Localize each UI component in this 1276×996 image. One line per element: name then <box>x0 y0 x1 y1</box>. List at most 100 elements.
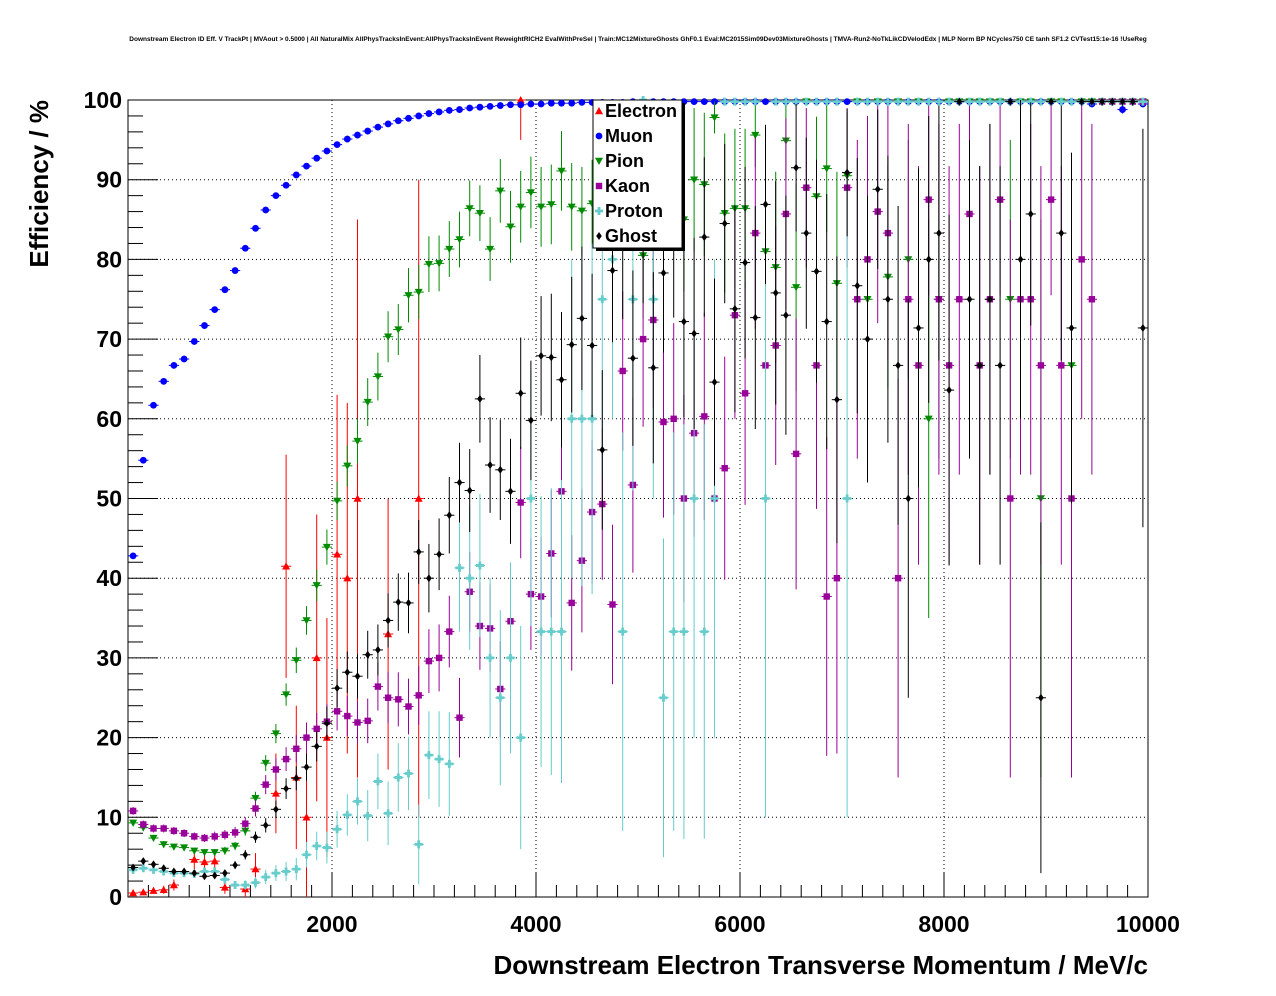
ghost-marker <box>150 860 157 869</box>
pion-point <box>434 235 445 292</box>
electron-marker <box>149 886 158 894</box>
ghost-point <box>1127 97 1138 106</box>
pion-point <box>413 264 424 320</box>
ghost-point <box>995 166 1006 565</box>
muon-point <box>515 101 526 109</box>
kaon-point <box>230 826 241 839</box>
pion-point <box>474 185 485 242</box>
pion-marker <box>312 582 321 590</box>
legend-entry-pion: Pion <box>595 151 644 171</box>
proton-point <box>740 97 751 106</box>
data-series <box>128 96 1148 897</box>
pion-point <box>485 217 496 281</box>
kaon-point <box>515 446 526 559</box>
proton-marker <box>475 561 484 570</box>
ghost-point <box>576 246 587 391</box>
proton-point <box>760 179 771 818</box>
proton-marker <box>730 97 739 106</box>
pion-point <box>189 847 200 855</box>
pion-marker <box>129 819 138 827</box>
proton-marker <box>220 875 229 884</box>
ghost-marker <box>630 354 636 363</box>
pion-marker <box>557 167 566 175</box>
proton-point <box>403 736 414 811</box>
muon-point <box>566 99 577 107</box>
kaon-marker <box>354 719 361 726</box>
proton-marker <box>496 693 505 702</box>
muon-point <box>240 244 251 252</box>
proton-marker <box>537 627 546 636</box>
proton-marker <box>424 751 433 760</box>
kaon-point <box>821 437 832 756</box>
kaon-point <box>281 747 292 772</box>
proton-point <box>842 179 853 818</box>
ghost-point <box>189 869 200 878</box>
ghost-marker <box>721 219 728 228</box>
proton-point <box>729 97 740 106</box>
proton-marker <box>312 841 321 850</box>
ghost-point <box>525 360 536 481</box>
muon-marker <box>415 112 423 120</box>
pion-point <box>230 842 241 850</box>
electron-marker <box>282 562 291 570</box>
ghost-marker <box>1099 97 1105 106</box>
muon-marker <box>476 103 484 111</box>
ghost-marker <box>426 574 432 583</box>
ghost-point <box>148 860 159 869</box>
kaon-point <box>250 800 261 817</box>
proton-marker <box>832 97 841 106</box>
ghost-point <box>383 593 394 648</box>
ghost-point <box>1025 102 1036 326</box>
pion-marker <box>190 847 199 855</box>
muon-point <box>393 117 404 125</box>
proton-marker <box>598 295 607 304</box>
electron-marker <box>129 889 138 897</box>
proton-marker <box>241 881 250 890</box>
pion-marker <box>465 205 474 213</box>
proton-marker <box>843 494 852 503</box>
kaon-marker <box>670 415 677 422</box>
muon-marker <box>1119 106 1126 113</box>
ghost-point <box>913 168 924 488</box>
electron-marker <box>353 494 362 502</box>
muon-point <box>311 154 322 162</box>
pion-marker <box>822 165 831 173</box>
muon-point <box>250 224 261 232</box>
pion-point <box>495 158 506 223</box>
ghost-marker <box>538 351 544 360</box>
ghost-point <box>1137 128 1148 528</box>
proton-point <box>974 97 985 106</box>
ghost-marker <box>589 341 595 350</box>
pion-marker <box>394 326 403 334</box>
proton-marker <box>394 773 403 782</box>
proton-point <box>291 857 302 881</box>
ghost-point <box>423 543 434 613</box>
ghost-point <box>719 143 730 304</box>
proton-marker <box>486 653 495 662</box>
ghost-marker <box>854 281 861 290</box>
proton-point <box>852 97 863 106</box>
pion-marker <box>159 841 168 849</box>
electron-point <box>138 888 149 896</box>
ghost-marker <box>803 229 810 238</box>
ghost-marker <box>1140 323 1146 332</box>
ghost-point <box>444 476 455 554</box>
muon-marker <box>700 98 708 105</box>
electron-marker <box>302 813 311 821</box>
pion-marker <box>577 207 586 215</box>
kaon-point <box>209 831 220 842</box>
kaon-point <box>413 665 424 725</box>
muon-marker <box>466 104 474 112</box>
ghost-marker <box>181 867 187 876</box>
pion-marker <box>924 415 933 423</box>
muon-point <box>362 127 373 135</box>
ghost-point <box>138 857 149 866</box>
muon-point <box>505 101 516 109</box>
muon-marker <box>262 206 270 214</box>
proton-marker <box>975 97 984 106</box>
ghost-marker <box>742 258 748 267</box>
proton-marker <box>945 97 954 106</box>
kaon-marker <box>660 418 667 426</box>
kaon-marker <box>231 829 239 836</box>
muon-marker <box>547 99 555 107</box>
